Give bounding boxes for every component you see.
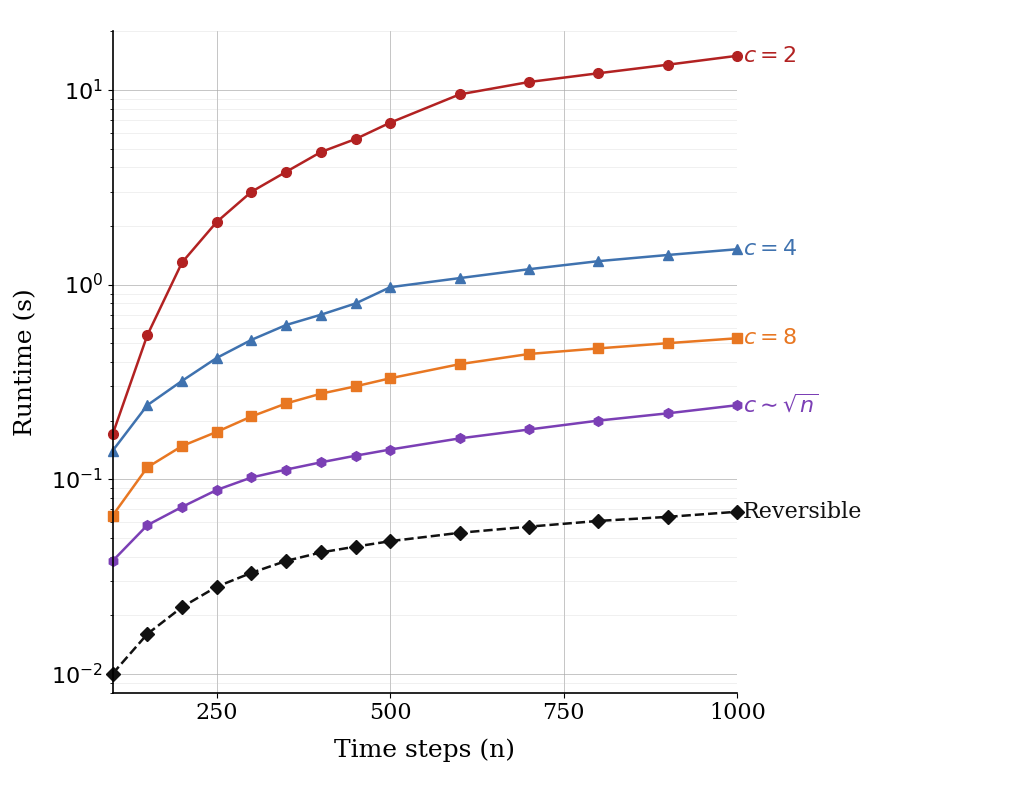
Text: $c = 2$: $c = 2$ [742, 45, 797, 67]
Text: Reversible: Reversible [742, 501, 862, 523]
Text: $c = 8$: $c = 8$ [742, 327, 797, 349]
Text: $c \sim \sqrt{n}$: $c \sim \sqrt{n}$ [742, 394, 818, 416]
X-axis label: Time steps (n): Time steps (n) [335, 738, 515, 762]
Y-axis label: Runtime (s): Runtime (s) [14, 288, 37, 436]
Text: $c = 4$: $c = 4$ [742, 238, 798, 260]
